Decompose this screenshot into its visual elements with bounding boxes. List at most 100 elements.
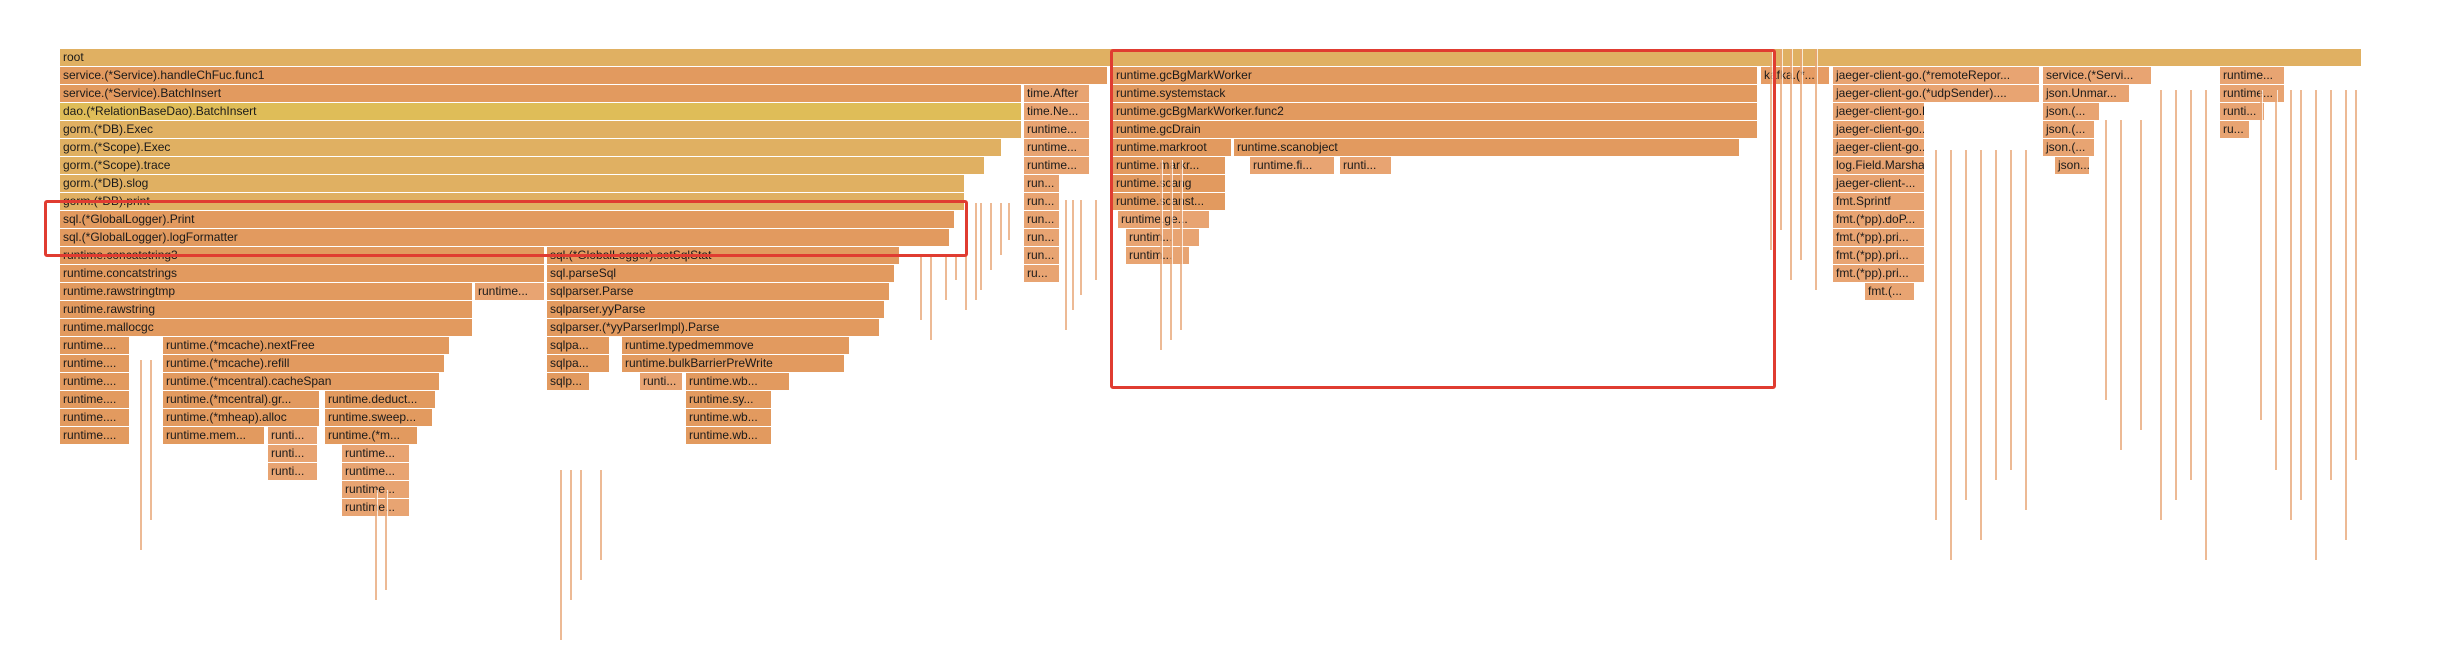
stack-frame-sliver[interactable] [2275, 90, 2278, 470]
stack-frame[interactable]: runtime.... [60, 427, 130, 444]
stack-frame-sliver[interactable] [1180, 160, 1183, 330]
stack-frame[interactable]: service.(*Service).handleChFuc.func1 [60, 67, 1108, 84]
stack-frame[interactable]: jaeger-client-go... [1833, 121, 1925, 138]
stack-frame[interactable]: ru... [2220, 121, 2250, 138]
stack-frame[interactable]: log.Field.Marshal [1833, 157, 1925, 174]
stack-frame[interactable]: json... [2055, 157, 2090, 174]
stack-frame-sliver[interactable] [930, 255, 933, 340]
stack-frame-sliver[interactable] [600, 470, 603, 560]
stack-frame[interactable]: jaeger-client-go.Buil... [1833, 103, 1925, 120]
stack-frame-sliver[interactable] [1980, 150, 1983, 540]
stack-frame-sliver[interactable] [920, 255, 923, 320]
stack-frame-sliver[interactable] [1095, 200, 1098, 280]
stack-frame-sliver[interactable] [965, 255, 968, 310]
stack-frame[interactable]: run... [1024, 175, 1060, 192]
stack-frame[interactable]: runtime... [475, 283, 545, 300]
stack-frame[interactable]: runtime.(*mcentral).cacheSpan [163, 373, 440, 390]
stack-frame[interactable]: runtime.concatstrings [60, 265, 545, 282]
stack-frame[interactable]: sql.parseSql [547, 265, 895, 282]
stack-frame-sliver[interactable] [1008, 203, 1011, 240]
stack-frame[interactable]: run... [1024, 247, 1060, 264]
stack-frame[interactable]: sqlp... [547, 373, 590, 390]
stack-frame[interactable]: dao.(*RelationBaseDao).BatchInsert [60, 103, 1022, 120]
stack-frame[interactable]: fmt.Sprintf [1833, 193, 1925, 210]
stack-frame[interactable]: sqlpa... [547, 355, 610, 372]
stack-frame-sliver[interactable] [990, 203, 993, 270]
stack-frame-sliver[interactable] [2315, 90, 2318, 560]
stack-frame[interactable]: runtime.ge... [1118, 211, 1210, 228]
stack-frame[interactable]: runtim... [1126, 229, 1200, 246]
stack-frame[interactable]: runtime.systemstack [1113, 85, 1758, 102]
stack-frame[interactable]: json.Unmar... [2043, 85, 2130, 102]
stack-frame-sliver[interactable] [140, 360, 143, 550]
stack-frame[interactable]: runtime.sy... [686, 391, 772, 408]
stack-frame[interactable]: runtime.wb... [686, 427, 772, 444]
stack-frame[interactable]: sqlparser.yyParse [547, 301, 885, 318]
stack-frame-sliver[interactable] [1800, 49, 1803, 260]
stack-frame-sliver[interactable] [1065, 200, 1068, 330]
stack-frame-sliver[interactable] [2260, 90, 2263, 420]
stack-frame[interactable]: fmt.(... [1865, 283, 1915, 300]
stack-frame[interactable]: fmt.(*pp).pri... [1833, 247, 1925, 264]
stack-frame[interactable]: fmt.(*pp).pri... [1833, 229, 1925, 246]
stack-frame-sliver[interactable] [150, 360, 153, 520]
stack-frame[interactable]: fmt.(*pp).doP... [1833, 211, 1925, 228]
stack-frame[interactable]: runtime... [342, 445, 410, 462]
stack-frame-sliver[interactable] [2025, 150, 2028, 510]
stack-frame[interactable]: runtime.sweep... [325, 409, 433, 426]
stack-frame[interactable]: runti... [268, 445, 318, 462]
stack-frame[interactable]: sqlparser.(*yyParserImpl).Parse [547, 319, 880, 336]
stack-frame-sliver[interactable] [570, 470, 573, 600]
stack-frame[interactable]: runtime.mallocgc [60, 319, 473, 336]
stack-frame-sliver[interactable] [2010, 150, 2013, 470]
stack-frame[interactable]: runtime.(*mcentral).gr... [163, 391, 320, 408]
stack-frame-sliver[interactable] [1965, 150, 1968, 500]
stack-frame-sliver[interactable] [980, 203, 983, 290]
stack-frame[interactable]: sqlparser.Parse [547, 283, 890, 300]
stack-frame[interactable]: run... [1024, 193, 1060, 210]
stack-frame-sliver[interactable] [1170, 160, 1173, 340]
stack-frame[interactable]: time.After [1024, 85, 1090, 102]
stack-frame-sliver[interactable] [385, 490, 388, 590]
stack-frame-sliver[interactable] [1770, 49, 1773, 250]
stack-frame[interactable]: fmt.(*pp).pri... [1833, 265, 1925, 282]
stack-frame[interactable]: runtime.typedmemmove [622, 337, 850, 354]
stack-frame[interactable]: runtime.wb... [686, 409, 772, 426]
stack-frame[interactable]: ru... [1024, 265, 1060, 282]
stack-frame[interactable]: runtime.bulkBarrierPreWrite [622, 355, 845, 372]
stack-frame[interactable]: runtime.(*mheap).alloc [163, 409, 320, 426]
stack-frame-sliver[interactable] [375, 490, 378, 600]
stack-frame[interactable]: runtime... [2220, 67, 2285, 84]
stack-frame[interactable]: json.(... [2043, 139, 2095, 156]
stack-frame[interactable]: runtime.concatstring3 [60, 247, 545, 264]
stack-frame[interactable]: runtime.rawstring [60, 301, 473, 318]
stack-frame-sliver[interactable] [975, 203, 978, 300]
stack-frame[interactable]: runtime.... [60, 337, 130, 354]
stack-frame-sliver[interactable] [1935, 150, 1938, 520]
stack-frame[interactable]: runtime... [342, 481, 410, 498]
stack-frame[interactable]: runtime.... [60, 355, 130, 372]
stack-frame-sliver[interactable] [2330, 90, 2333, 480]
stack-frame[interactable]: runtime.(*m... [325, 427, 418, 444]
stack-frame-sliver[interactable] [2105, 120, 2108, 400]
stack-frame[interactable]: run... [1024, 211, 1060, 228]
stack-frame[interactable]: sql.(*GlobalLogger).logFormatter [60, 229, 950, 246]
stack-frame[interactable]: runtime.gcBgMarkWorker [1113, 67, 1758, 84]
stack-frame[interactable]: runtime.scanobject [1234, 139, 1740, 156]
stack-frame[interactable]: runtime.... [60, 373, 130, 390]
stack-frame-sliver[interactable] [1815, 49, 1818, 290]
stack-frame[interactable]: runtime... [342, 463, 410, 480]
stack-frame[interactable]: runtime.gcBgMarkWorker.func2 [1113, 103, 1758, 120]
stack-frame-sliver[interactable] [560, 470, 563, 640]
stack-frame[interactable]: runtime... [1024, 139, 1090, 156]
stack-frame[interactable]: service.(*Servi... [2043, 67, 2152, 84]
stack-frame-sliver[interactable] [580, 470, 583, 580]
stack-frame[interactable]: runtime.deduct... [325, 391, 436, 408]
stack-frame-sliver[interactable] [1790, 49, 1793, 280]
stack-frame-sliver[interactable] [955, 255, 958, 280]
stack-frame[interactable]: runtime... [1024, 121, 1090, 138]
stack-frame[interactable]: run... [1024, 229, 1060, 246]
stack-frame[interactable]: runtime.markroot [1113, 139, 1232, 156]
stack-frame[interactable]: jaeger-client-go.(*udpSender).... [1833, 85, 2040, 102]
stack-frame-sliver[interactable] [1950, 150, 1953, 560]
